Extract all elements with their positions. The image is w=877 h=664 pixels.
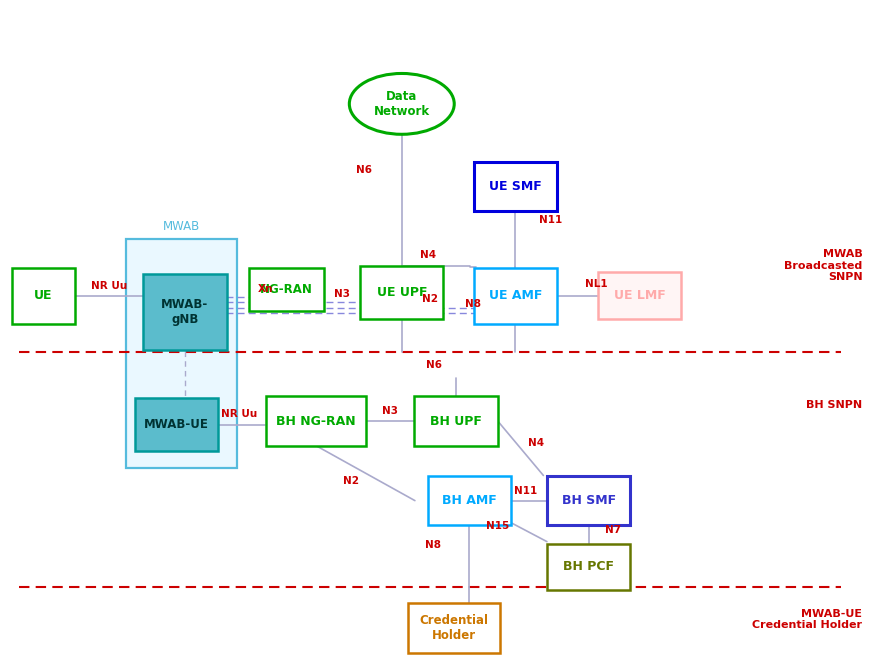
FancyBboxPatch shape (409, 604, 500, 653)
FancyBboxPatch shape (125, 240, 238, 467)
Text: N8: N8 (466, 299, 481, 309)
Text: N15: N15 (487, 521, 510, 531)
Text: NR Uu: NR Uu (91, 281, 127, 291)
Text: N2: N2 (343, 476, 359, 486)
Ellipse shape (349, 74, 454, 134)
Text: UE UPF: UE UPF (376, 286, 427, 299)
Text: NG-RAN: NG-RAN (260, 282, 313, 295)
Text: Xn: Xn (258, 284, 273, 294)
Text: N3: N3 (381, 406, 397, 416)
Text: MWAB-UE
Credential Holder: MWAB-UE Credential Holder (752, 609, 862, 630)
Text: BH AMF: BH AMF (442, 494, 496, 507)
Text: MWAB
Broadcasted
SNPN: MWAB Broadcasted SNPN (784, 249, 862, 282)
FancyBboxPatch shape (135, 398, 217, 451)
Text: BH SMF: BH SMF (562, 494, 616, 507)
Text: N4: N4 (420, 250, 436, 260)
Text: Data
Network: Data Network (374, 90, 430, 118)
Text: MWAB-UE: MWAB-UE (144, 418, 209, 431)
Text: N2: N2 (422, 294, 438, 304)
Text: N7: N7 (605, 525, 622, 535)
Text: UE SMF: UE SMF (489, 180, 542, 193)
Text: NL1: NL1 (585, 280, 607, 290)
FancyBboxPatch shape (360, 266, 443, 319)
Text: N8: N8 (425, 540, 441, 550)
Text: BH PCF: BH PCF (563, 560, 615, 573)
Text: N6: N6 (426, 360, 442, 370)
Text: BH SNPN: BH SNPN (806, 400, 862, 410)
Text: NR Uu: NR Uu (221, 409, 257, 419)
FancyBboxPatch shape (12, 268, 75, 324)
Text: N11: N11 (514, 485, 538, 496)
FancyBboxPatch shape (598, 272, 681, 319)
Text: UE AMF: UE AMF (488, 289, 542, 302)
Text: N4: N4 (528, 438, 545, 448)
Text: BH UPF: BH UPF (430, 415, 482, 428)
Text: UE LMF: UE LMF (614, 289, 666, 302)
Text: MWAB-
gNB: MWAB- gNB (161, 298, 209, 326)
FancyBboxPatch shape (428, 476, 510, 525)
Text: Credential
Holder: Credential Holder (420, 614, 488, 642)
FancyBboxPatch shape (474, 162, 557, 211)
Text: N3: N3 (334, 289, 350, 299)
Text: N6: N6 (356, 165, 372, 175)
Text: MWAB: MWAB (163, 220, 200, 233)
Text: N11: N11 (538, 214, 562, 224)
FancyBboxPatch shape (547, 476, 631, 525)
FancyBboxPatch shape (415, 396, 497, 446)
FancyBboxPatch shape (266, 396, 367, 446)
FancyBboxPatch shape (144, 274, 226, 350)
FancyBboxPatch shape (547, 544, 631, 590)
Text: BH NG-RAN: BH NG-RAN (276, 415, 356, 428)
FancyBboxPatch shape (249, 268, 324, 311)
Text: UE: UE (34, 289, 53, 302)
FancyBboxPatch shape (474, 268, 557, 324)
